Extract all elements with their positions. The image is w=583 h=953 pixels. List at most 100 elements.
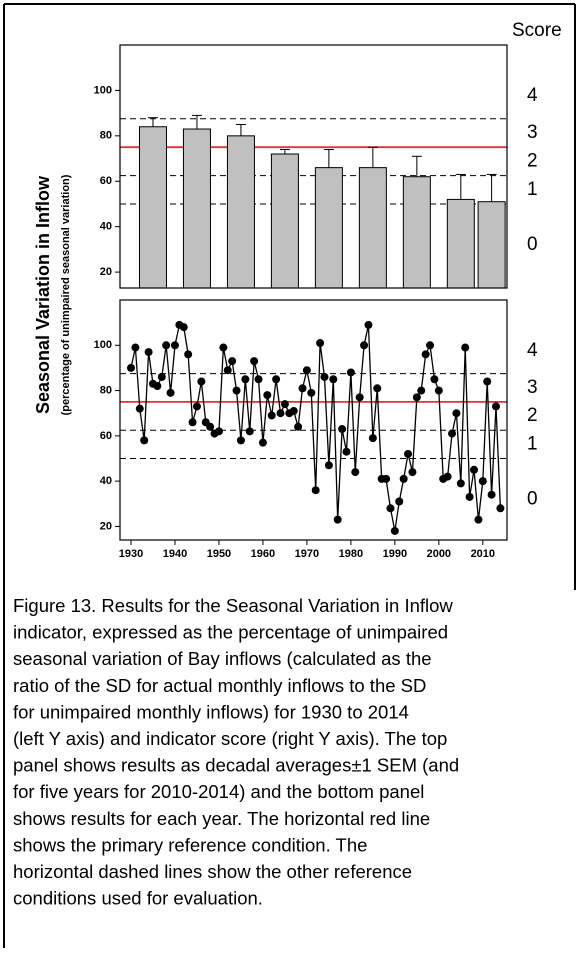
point: [179, 323, 188, 332]
point: [399, 474, 408, 483]
point: [443, 472, 452, 481]
point: [280, 400, 289, 409]
x-tick-label: 1970: [295, 548, 319, 560]
x-tick-label: 1930: [119, 548, 143, 560]
point: [456, 479, 465, 488]
plot-frame: [119, 299, 508, 541]
point: [417, 386, 426, 395]
point: [223, 366, 232, 375]
point: [254, 375, 263, 384]
caption-line: horizontal dashed lines show the other r…: [13, 861, 412, 882]
point: [408, 468, 417, 477]
point: [329, 375, 338, 384]
y-tick-label: 100: [94, 84, 112, 96]
point: [184, 350, 193, 359]
point: [135, 404, 144, 413]
point: [153, 382, 162, 391]
point: [342, 447, 351, 456]
caption-line: for unimpaired monthly inflows) for 1930…: [13, 701, 409, 722]
point: [263, 391, 272, 400]
point: [470, 465, 479, 474]
point: [302, 366, 311, 375]
point: [267, 411, 276, 420]
score-label: 3: [527, 122, 538, 143]
score-label: 2: [527, 405, 538, 426]
point: [474, 515, 483, 524]
bar: [446, 198, 475, 289]
point: [338, 425, 347, 434]
caption-line: shows the primary reference condition. T…: [13, 834, 367, 855]
point: [426, 341, 435, 350]
y-tick-label: 20: [100, 520, 112, 532]
score-label: 1: [527, 179, 538, 200]
bar: [138, 126, 167, 289]
point: [311, 486, 320, 495]
plot-frame: [119, 44, 508, 289]
point: [144, 348, 153, 357]
point: [214, 427, 223, 436]
y-axis-title: Seasonal Variation in Inflow: [33, 175, 53, 414]
point: [434, 386, 443, 395]
point: [412, 393, 421, 402]
point: [276, 409, 285, 418]
point: [351, 468, 360, 477]
y-tick-label: 40: [100, 475, 112, 487]
point: [386, 504, 395, 513]
bar: [314, 167, 343, 289]
y-tick-label: 100: [94, 339, 112, 351]
point: [294, 422, 303, 431]
point: [192, 402, 201, 411]
point: [430, 375, 439, 384]
x-tick-label: 1980: [339, 548, 363, 560]
point: [421, 350, 430, 359]
caption-line: seasonal variation of Bay inflows (calcu…: [13, 648, 432, 669]
x-tick-label: 1990: [383, 548, 407, 560]
point: [492, 402, 501, 411]
point: [241, 375, 250, 384]
caption-line: indicator, expressed as the percentage o…: [13, 622, 448, 643]
score-label: 2: [527, 150, 538, 171]
point: [373, 384, 382, 393]
bar: [226, 135, 255, 289]
point: [272, 375, 281, 384]
point: [188, 418, 197, 427]
point: [197, 377, 206, 386]
point: [496, 504, 505, 513]
point: [298, 384, 307, 393]
point: [140, 436, 149, 445]
point: [452, 409, 461, 418]
caption-line: ratio of the SD for actual monthly inflo…: [13, 675, 426, 696]
point: [170, 341, 179, 350]
point: [395, 497, 404, 506]
point: [333, 515, 342, 524]
point: [320, 372, 329, 381]
point: [478, 477, 487, 486]
point: [404, 449, 413, 458]
point: [245, 427, 254, 436]
point: [465, 492, 474, 501]
point: [228, 357, 237, 366]
bar: [477, 201, 506, 289]
point: [382, 474, 391, 483]
bar: [402, 176, 431, 289]
point: [166, 388, 175, 397]
point: [219, 343, 228, 352]
x-tick-label: 1940: [163, 548, 187, 560]
score-label: 0: [527, 488, 538, 509]
y-tick-label: 80: [100, 384, 112, 396]
caption-line: conditions used for evaluation.: [13, 888, 263, 909]
y-axis-subtitle: (percentage of unimpaired seasonal varia…: [60, 174, 72, 415]
point: [448, 429, 457, 438]
caption-line: panel shows results as decadal averages±…: [13, 755, 459, 776]
point: [162, 341, 171, 350]
point: [316, 339, 325, 348]
point: [364, 320, 373, 329]
caption-line: for five years for 2010-2014) and the bo…: [13, 781, 424, 802]
x-tick-label: 1960: [251, 548, 275, 560]
caption-line: Figure 13. Results for the Seasonal Vari…: [13, 595, 453, 616]
y-tick-label: 60: [100, 175, 112, 187]
point: [126, 363, 135, 372]
x-tick-label: 2000: [427, 548, 451, 560]
score-label: 4: [527, 85, 538, 106]
